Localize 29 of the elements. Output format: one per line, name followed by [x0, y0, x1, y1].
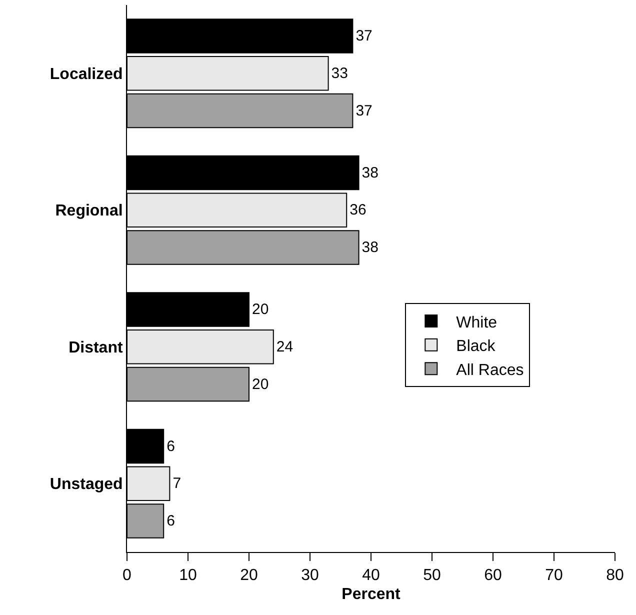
data-label: 24: [276, 338, 294, 356]
data-label: 38: [362, 239, 378, 256]
x-tick-label: 70: [545, 567, 563, 584]
data-label: 36: [350, 202, 366, 219]
data-label: 6: [166, 438, 175, 455]
data-label: 6: [166, 512, 175, 530]
y-tick-label: Unstaged: [50, 476, 123, 494]
y-tick-label: Distant: [68, 339, 124, 356]
data-label: 7: [172, 475, 182, 492]
x-tick-label: 80: [606, 567, 624, 584]
x-tick-label: 10: [179, 567, 197, 584]
x-tick-label: 60: [484, 567, 502, 584]
x-tick-label: 50: [423, 567, 441, 584]
data-label: 38: [362, 164, 378, 182]
y-tick-label: Regional: [55, 202, 123, 220]
y-tick-label: Localized: [50, 66, 123, 83]
data-label: 20: [252, 301, 269, 318]
data-label: 37: [356, 28, 372, 44]
x-tick-label: 30: [301, 567, 319, 584]
data-label: 20: [252, 376, 269, 393]
x-tick-label: 40: [362, 567, 380, 584]
data-label: 37: [356, 102, 372, 120]
legend-label: White: [456, 314, 498, 332]
data-label: 33: [331, 64, 348, 82]
x-tick-label: 0: [122, 567, 132, 584]
x-tick-label: 20: [240, 567, 258, 584]
legend-label: All Races: [456, 362, 524, 379]
x-axis-title: Percent: [342, 586, 402, 603]
legend-label: Black: [456, 338, 496, 356]
